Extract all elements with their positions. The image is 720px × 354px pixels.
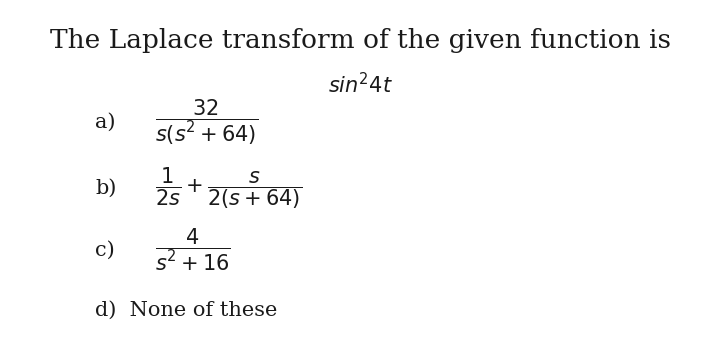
Text: d)  None of these: d) None of these — [95, 301, 277, 320]
Text: $sin^{2}4t$: $sin^{2}4t$ — [328, 72, 392, 97]
Text: $\dfrac{32}{s(s^{2}+64)}$: $\dfrac{32}{s(s^{2}+64)}$ — [155, 97, 258, 147]
Text: $\dfrac{4}{s^{2}+16}$: $\dfrac{4}{s^{2}+16}$ — [155, 227, 231, 273]
Text: a): a) — [95, 113, 115, 131]
Text: b): b) — [95, 178, 117, 198]
Text: $\dfrac{1}{2s}+\dfrac{s}{2(s+64)}$: $\dfrac{1}{2s}+\dfrac{s}{2(s+64)}$ — [155, 165, 302, 211]
Text: c): c) — [95, 240, 114, 259]
Text: The Laplace transform of the given function is: The Laplace transform of the given funct… — [50, 28, 670, 53]
